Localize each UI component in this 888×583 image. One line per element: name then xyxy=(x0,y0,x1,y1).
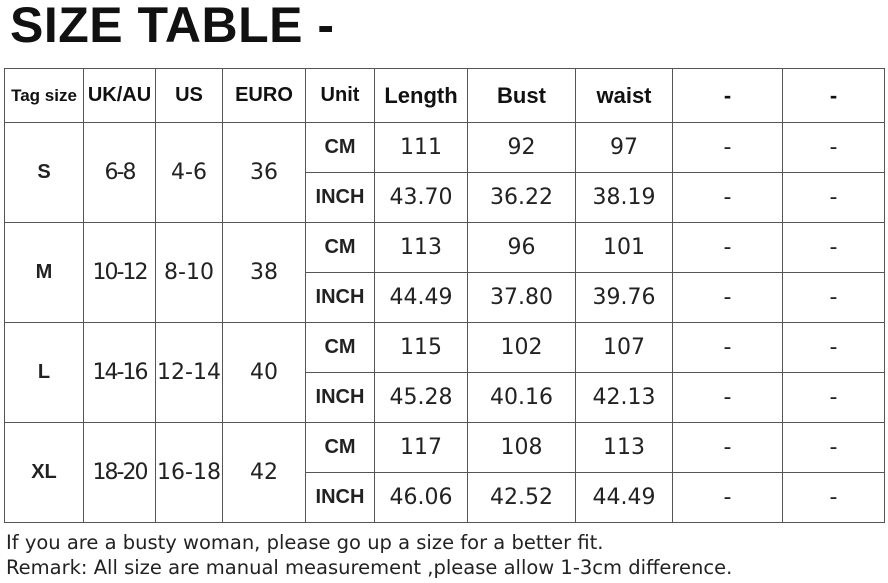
blank-cell: - xyxy=(782,122,885,173)
waist-cell: 38.19 xyxy=(575,172,673,223)
table-row: INCH 44.49 37.80 39.76- - xyxy=(5,272,885,323)
column-header: Length xyxy=(374,68,468,123)
tag-size-cell: L xyxy=(4,322,84,423)
length-cell: 117 xyxy=(374,422,468,473)
column-header: - xyxy=(672,68,783,123)
blank-cell: - xyxy=(672,222,783,273)
column-header: - xyxy=(782,68,885,123)
unit-cell: INCH xyxy=(305,472,375,523)
us-cell: 8-10 xyxy=(155,222,223,323)
column-header: Unit xyxy=(305,68,375,123)
euro-cell: 42 xyxy=(222,422,306,523)
table-row: INCH 46.06 42.52 44.49- - xyxy=(5,472,885,523)
us-cell: 16-18 xyxy=(155,422,223,523)
waist-cell: 39.76 xyxy=(575,272,673,323)
uk-au-cell: 6-8 xyxy=(83,122,156,223)
waist-cell: 97 xyxy=(575,122,673,173)
bust-cell: 92 xyxy=(467,122,576,173)
us-cell: 4-6 xyxy=(155,122,223,223)
blank-cell: - xyxy=(782,322,885,373)
tag-size-cell: M xyxy=(4,222,84,323)
bust-cell: 96 xyxy=(467,222,576,273)
table-row: INCH 43.70 36.22 38.19- - xyxy=(5,172,885,223)
tag-size-cell: S xyxy=(4,122,84,223)
column-header: EURO xyxy=(222,68,306,123)
unit-cell: CM xyxy=(305,422,375,473)
column-header: Tag size xyxy=(4,68,84,123)
bust-cell: 108 xyxy=(467,422,576,473)
blank-cell: - xyxy=(672,172,783,223)
column-header: Bust xyxy=(467,68,576,123)
euro-cell: 40 xyxy=(222,322,306,423)
blank-cell: - xyxy=(672,422,783,473)
blank-cell: - xyxy=(672,122,783,173)
euro-cell: 36 xyxy=(222,122,306,223)
waist-cell: 44.49 xyxy=(575,472,673,523)
waist-cell: 101 xyxy=(575,222,673,273)
uk-au-cell: 18-20 xyxy=(83,422,156,523)
length-cell: 44.49 xyxy=(374,272,468,323)
blank-cell: - xyxy=(782,422,885,473)
length-cell: 115 xyxy=(374,322,468,373)
table-row: XL 18-20 16-18 42 CM 117 108 113- - xyxy=(4,422,885,523)
unit-cell: CM xyxy=(305,322,375,373)
tag-size-cell: XL xyxy=(4,422,84,523)
table-row: INCH 45.28 40.16 42.13- - xyxy=(5,372,885,423)
column-header: waist xyxy=(575,68,673,123)
page-title: SIZE TABLE - xyxy=(10,0,335,53)
table-row: M 10-12 8-10 38 CM 113 96 101- - xyxy=(4,222,885,323)
column-header: US xyxy=(155,68,223,123)
bust-cell: 36.22 xyxy=(467,172,576,223)
length-cell: 46.06 xyxy=(374,472,468,523)
us-cell: 12-14 xyxy=(155,322,223,423)
waist-cell: 107 xyxy=(575,322,673,373)
blank-cell: - xyxy=(782,472,885,523)
blank-cell: - xyxy=(672,322,783,373)
unit-cell: CM xyxy=(305,222,375,273)
uk-au-cell: 10-12 xyxy=(83,222,156,323)
bust-cell: 42.52 xyxy=(467,472,576,523)
bust-cell: 40.16 xyxy=(467,372,576,423)
table-row: L 14-16 12-14 40 CM 115 102 107- - xyxy=(4,322,885,423)
bust-cell: 102 xyxy=(467,322,576,373)
size-table: Tag size UK/AU US EURO Unit Length Bust waist - -… xyxy=(4,68,885,523)
waist-cell: 113 xyxy=(575,422,673,473)
unit-cell: INCH xyxy=(305,272,375,323)
length-cell: 45.28 xyxy=(374,372,468,423)
unit-cell: INCH xyxy=(305,172,375,223)
length-cell: 113 xyxy=(374,222,468,273)
length-cell: 111 xyxy=(374,122,468,173)
blank-cell: - xyxy=(782,222,885,273)
waist-cell: 42.13 xyxy=(575,372,673,423)
blank-cell: - xyxy=(782,172,885,223)
blank-cell: - xyxy=(782,272,885,323)
remark-note: Remark: All size are manual measurement … xyxy=(6,556,733,579)
length-cell: 43.70 xyxy=(374,172,468,223)
euro-cell: 38 xyxy=(222,222,306,323)
unit-cell: CM xyxy=(305,122,375,173)
uk-au-cell: 14-16 xyxy=(83,322,156,423)
header-row: Tag size UK/AU US EURO Unit Length Bust waist - - xyxy=(4,68,885,123)
blank-cell: - xyxy=(672,472,783,523)
bust-cell: 37.80 xyxy=(467,272,576,323)
unit-cell: INCH xyxy=(305,372,375,423)
table-row: S 6-8 4-6 36 CM 111 92 97- - xyxy=(4,122,885,223)
blank-cell: - xyxy=(782,372,885,423)
blank-cell: - xyxy=(672,272,783,323)
blank-cell: - xyxy=(672,372,783,423)
column-header: UK/AU xyxy=(83,68,156,123)
fit-note: If you are a busty woman, please go up a… xyxy=(6,531,604,554)
notes: If you are a busty woman, please go up a… xyxy=(6,530,732,580)
